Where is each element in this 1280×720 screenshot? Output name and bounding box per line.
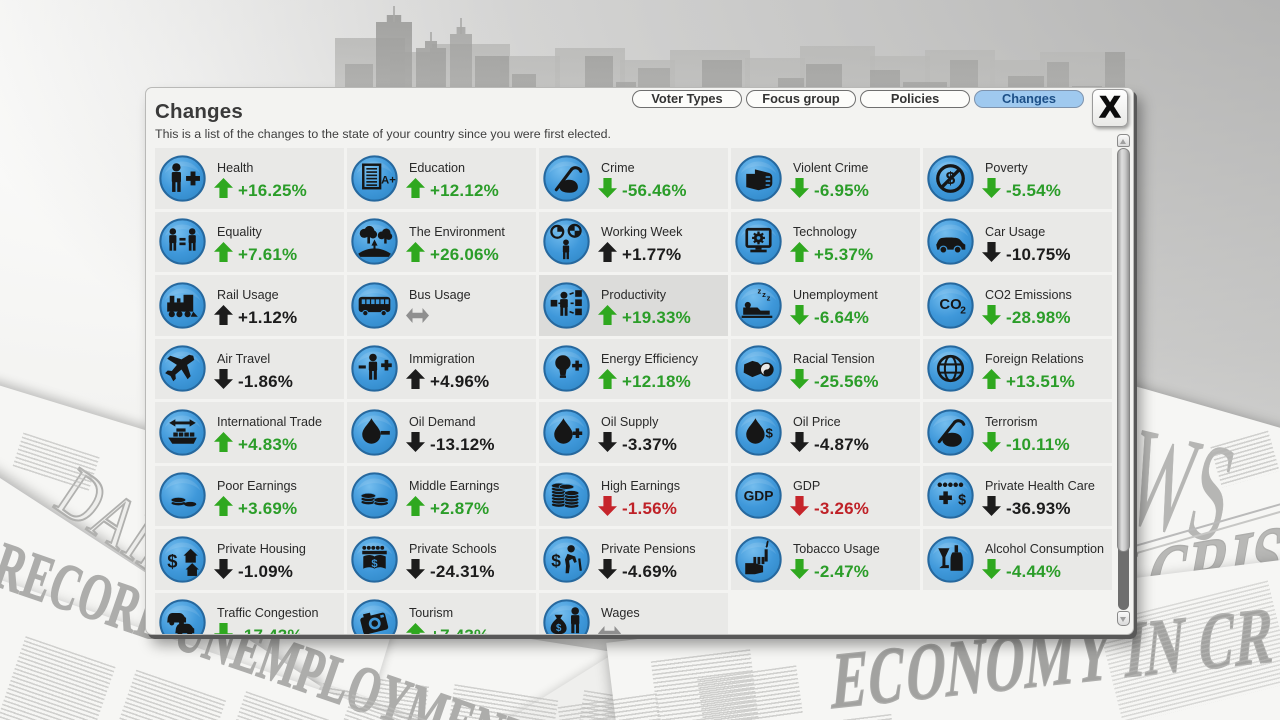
svg-text:$: $ xyxy=(556,623,562,634)
svg-text:$: $ xyxy=(766,425,774,440)
svg-text:CO: CO xyxy=(939,297,961,313)
svg-text:$: $ xyxy=(551,550,561,570)
svg-text:z: z xyxy=(762,289,766,298)
svg-text:z: z xyxy=(757,286,761,295)
svg-text:2: 2 xyxy=(960,305,966,316)
svg-text:$: $ xyxy=(167,550,177,571)
svg-text:z: z xyxy=(767,293,771,302)
svg-text:GDP: GDP xyxy=(744,489,774,504)
svg-text:A+: A+ xyxy=(381,174,396,186)
svg-text:$: $ xyxy=(958,493,966,509)
svg-text:$: $ xyxy=(371,558,378,570)
